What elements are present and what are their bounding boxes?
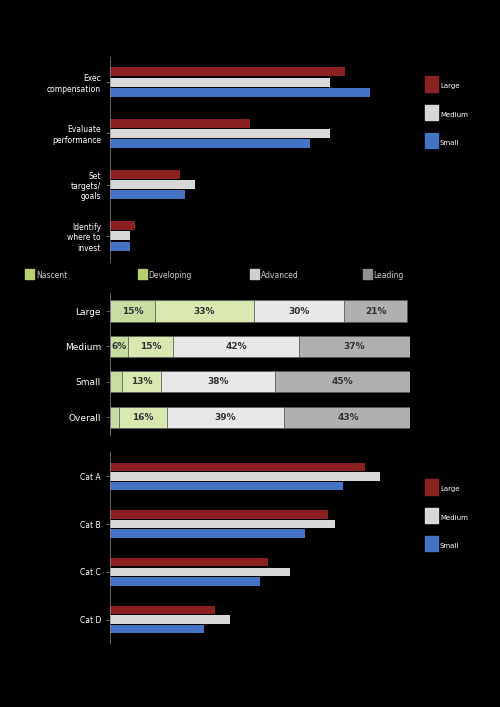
Bar [110, 558, 268, 566]
Text: 33%: 33% [194, 307, 215, 315]
Text: Medium: Medium [440, 112, 468, 117]
Bar [110, 180, 195, 189]
Bar [284, 407, 413, 428]
Bar [167, 407, 284, 428]
Bar [254, 300, 344, 322]
Text: Large: Large [440, 486, 460, 492]
Bar [110, 625, 204, 633]
Bar [275, 371, 410, 392]
Bar [173, 336, 299, 357]
Text: 21%: 21% [365, 307, 386, 315]
Bar [110, 119, 250, 128]
Text: Medium: Medium [440, 515, 468, 520]
Bar [110, 88, 370, 97]
Bar [155, 300, 254, 322]
Bar [110, 530, 305, 538]
Text: 16%: 16% [132, 413, 154, 421]
Bar [122, 371, 161, 392]
Bar [110, 407, 119, 428]
Text: Small: Small [440, 140, 460, 146]
Text: Nascent: Nascent [36, 271, 67, 280]
Bar [110, 231, 130, 240]
Text: 13%: 13% [131, 378, 152, 386]
Text: Advanced: Advanced [261, 271, 299, 280]
Text: 6%: 6% [112, 342, 126, 351]
Bar [110, 221, 135, 230]
Bar [110, 510, 328, 519]
Bar [110, 336, 128, 357]
Bar [110, 462, 365, 471]
Text: Leading: Leading [374, 271, 404, 280]
Bar [110, 190, 185, 199]
Text: 15%: 15% [140, 342, 161, 351]
Bar [110, 242, 130, 251]
Text: 45%: 45% [332, 378, 353, 386]
Text: 15%: 15% [122, 307, 144, 315]
Bar [110, 520, 335, 528]
Text: 43%: 43% [338, 413, 359, 421]
Text: 37%: 37% [344, 342, 365, 351]
Text: Small: Small [440, 543, 460, 549]
Bar [110, 615, 230, 624]
Bar [119, 407, 167, 428]
Text: Large: Large [440, 83, 460, 89]
Text: Developing: Developing [148, 271, 192, 280]
Bar [110, 577, 260, 585]
Bar [110, 129, 330, 138]
Text: 38%: 38% [208, 378, 229, 386]
Bar [344, 300, 407, 322]
Bar [299, 336, 410, 357]
Bar [110, 300, 155, 322]
Bar [110, 606, 215, 614]
Bar [110, 139, 310, 148]
Bar [110, 67, 345, 76]
Bar [110, 78, 330, 87]
Text: 30%: 30% [288, 307, 310, 315]
Bar [110, 472, 380, 481]
Bar [110, 371, 122, 392]
Bar [128, 336, 173, 357]
Bar [161, 371, 275, 392]
Bar [110, 568, 290, 576]
Text: 42%: 42% [225, 342, 247, 351]
Text: 39%: 39% [214, 413, 236, 421]
Bar [110, 481, 342, 490]
Bar [110, 170, 180, 179]
